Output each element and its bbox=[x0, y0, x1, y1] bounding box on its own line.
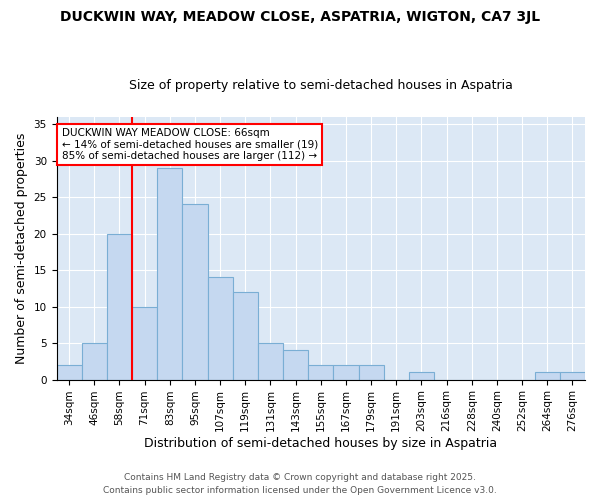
Bar bbox=[56, 365, 82, 380]
Bar bbox=[560, 372, 585, 380]
Bar bbox=[308, 365, 334, 380]
Bar bbox=[157, 168, 182, 380]
Text: DUCKWIN WAY, MEADOW CLOSE, ASPATRIA, WIGTON, CA7 3JL: DUCKWIN WAY, MEADOW CLOSE, ASPATRIA, WIG… bbox=[60, 10, 540, 24]
Y-axis label: Number of semi-detached properties: Number of semi-detached properties bbox=[15, 132, 28, 364]
Bar bbox=[182, 204, 208, 380]
Bar bbox=[107, 234, 132, 380]
Text: Contains HM Land Registry data © Crown copyright and database right 2025.
Contai: Contains HM Land Registry data © Crown c… bbox=[103, 474, 497, 495]
Text: DUCKWIN WAY MEADOW CLOSE: 66sqm
← 14% of semi-detached houses are smaller (19)
8: DUCKWIN WAY MEADOW CLOSE: 66sqm ← 14% of… bbox=[62, 128, 318, 161]
Bar bbox=[233, 292, 258, 380]
Bar bbox=[535, 372, 560, 380]
Bar bbox=[334, 365, 359, 380]
Bar bbox=[359, 365, 383, 380]
Bar bbox=[132, 306, 157, 380]
Bar bbox=[283, 350, 308, 380]
Bar bbox=[258, 343, 283, 380]
Bar bbox=[82, 343, 107, 380]
Title: Size of property relative to semi-detached houses in Aspatria: Size of property relative to semi-detach… bbox=[129, 79, 513, 92]
X-axis label: Distribution of semi-detached houses by size in Aspatria: Distribution of semi-detached houses by … bbox=[144, 437, 497, 450]
Bar bbox=[208, 278, 233, 380]
Bar bbox=[409, 372, 434, 380]
